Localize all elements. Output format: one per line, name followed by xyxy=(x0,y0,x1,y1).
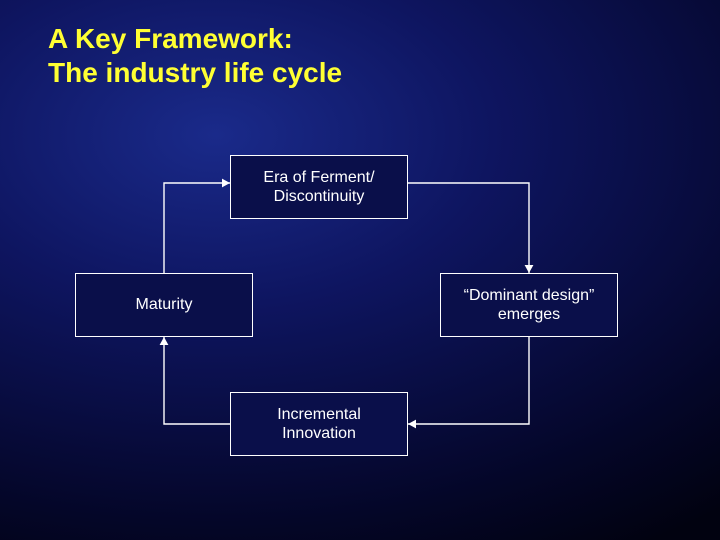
page-title: A Key Framework: The industry life cycle xyxy=(48,22,342,90)
title-line1: A Key Framework: xyxy=(48,23,293,54)
node-maturity: Maturity xyxy=(75,273,253,337)
node-incremental-innovation: IncrementalInnovation xyxy=(230,392,408,456)
title-line2: The industry life cycle xyxy=(48,57,342,88)
node-label: Maturity xyxy=(136,295,193,314)
node-label: “Dominant design”emerges xyxy=(464,286,595,324)
node-label: Era of Ferment/Discontinuity xyxy=(263,168,374,206)
node-era-of-ferment: Era of Ferment/Discontinuity xyxy=(230,155,408,219)
node-label: IncrementalInnovation xyxy=(277,405,361,443)
node-dominant-design: “Dominant design”emerges xyxy=(440,273,618,337)
